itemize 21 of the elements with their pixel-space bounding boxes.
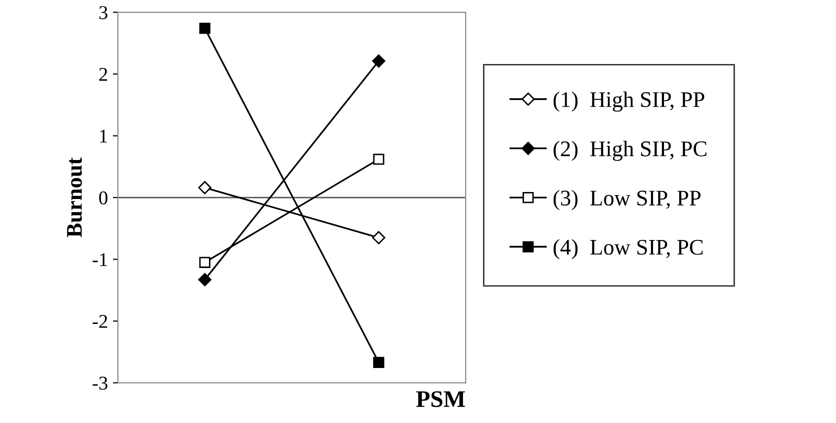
legend-label: (4) Low SIP, PC <box>554 239 703 260</box>
point <box>199 22 210 34</box>
legend-label: (3) Low SIP, PP <box>554 190 701 210</box>
y-tick-label: -1 <box>92 253 107 266</box>
y-tick-label: 1 <box>100 130 107 143</box>
legend-label: (2) High SIP, PC <box>554 140 706 161</box>
point <box>198 273 212 286</box>
point <box>199 256 210 268</box>
y-tick-label: -2 <box>92 314 108 328</box>
legend-label: (1) High SIP, PP <box>554 91 704 112</box>
y-tick-label: 0 <box>99 191 108 204</box>
y-tick-label: -3 <box>92 376 108 390</box>
point <box>373 154 384 165</box>
point <box>372 54 386 68</box>
point <box>198 181 212 194</box>
point <box>373 356 384 368</box>
x-axis-title: PSM <box>416 391 465 408</box>
point <box>372 231 386 244</box>
y-tick-label: 3 <box>99 6 108 20</box>
y-tick-label: 2 <box>99 68 108 81</box>
y-axis-title: Burnout <box>67 158 82 238</box>
